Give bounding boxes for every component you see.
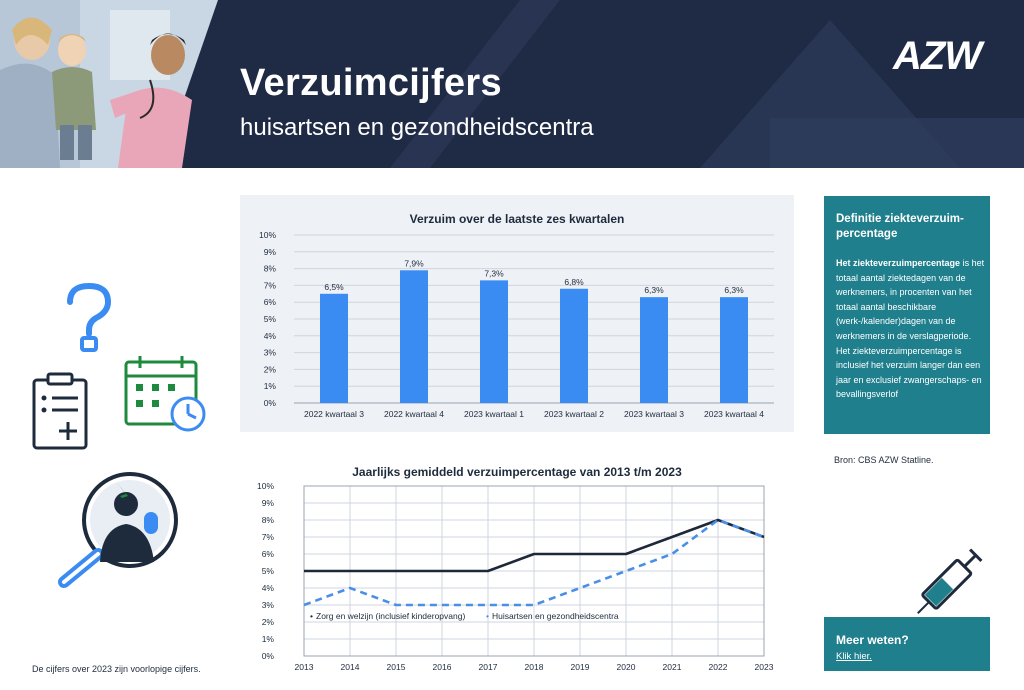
line-x-tick-label: 2013: [295, 662, 314, 672]
line-y-tick-label: 4%: [262, 583, 275, 593]
bar-data-label: 7,9%: [404, 258, 424, 268]
clipboard-icon: [32, 372, 88, 450]
bar-y-tick-label: 7%: [264, 280, 277, 290]
question-mark-icon: [67, 282, 112, 352]
line-chart: Jaarlijks gemiddeld verzuimpercentage va…: [257, 465, 774, 672]
definition-term: Het ziekteverzuimpercentage: [836, 258, 961, 268]
line-y-tick-label: 2%: [262, 617, 275, 627]
line-y-tick-label: 1%: [262, 634, 275, 644]
line-series-2: [303, 518, 765, 607]
bar-y-tick-label: 9%: [264, 247, 277, 257]
more-info-box: Meer weten? Klik hier.: [824, 617, 990, 671]
definition-body: Het ziekteverzuimpercentage is het totaa…: [836, 256, 986, 402]
bar-y-tick-label: 3%: [264, 348, 277, 358]
bar-data-label: 6,3%: [724, 285, 744, 295]
header-banner: Verzuimcijfers huisartsen en gezondheids…: [0, 0, 1024, 168]
bar-chart-title: Verzuim over de laatste zes kwartalen: [410, 212, 625, 226]
bar-y-tick-label: 4%: [264, 331, 277, 341]
line-x-tick-label: 2016: [433, 662, 452, 672]
legend-label-1: Zorg en welzijn (inclusief kinderopvang): [316, 611, 465, 621]
legend-marker-1: •: [310, 611, 313, 621]
bar-data-label: 6,8%: [564, 277, 584, 287]
more-info-title: Meer weten?: [836, 633, 909, 647]
line-series-1: [304, 518, 765, 573]
bar-data-label: 6,3%: [644, 285, 664, 295]
bar: [640, 297, 668, 403]
line-x-tick-label: 2020: [617, 662, 636, 672]
bar-x-tick-label: 2023 kwartaal 4: [704, 409, 764, 419]
calendar-clock-icon: [124, 356, 206, 432]
more-info-link[interactable]: Klik hier.: [836, 651, 872, 662]
line-x-tick-label: 2015: [387, 662, 406, 672]
line-x-tick-label: 2014: [341, 662, 360, 672]
bar: [480, 280, 508, 403]
bar-x-tick-label: 2022 kwartaal 3: [304, 409, 364, 419]
line-y-tick-label: 10%: [257, 481, 274, 491]
line-chart-panel: Jaarlijks gemiddeld verzuimpercentage va…: [240, 460, 794, 685]
bar-data-label: 7,3%: [484, 268, 504, 278]
bar-x-tick-label: 2022 kwartaal 4: [384, 409, 444, 419]
page-subtitle: huisartsen en gezondheidscentra: [240, 114, 594, 141]
source-note: Bron: CBS AZW Statline.: [834, 455, 934, 465]
line-x-tick-label: 2017: [479, 662, 498, 672]
bar: [720, 297, 748, 403]
magnifier-person-icon: [58, 472, 178, 588]
bar-data-label: 6,5%: [324, 282, 344, 292]
bar-y-tick-label: 2%: [264, 364, 277, 374]
bar-y-tick-label: 5%: [264, 314, 277, 324]
page-title: Verzuimcijfers: [240, 62, 502, 104]
line-x-tick-label: 2022: [709, 662, 728, 672]
bar-x-tick-label: 2023 kwartaal 1: [464, 409, 524, 419]
header-decoration: [390, 0, 1024, 168]
bar-y-tick-label: 10%: [259, 230, 276, 240]
bar: [400, 270, 428, 403]
line-y-tick-label: 6%: [262, 549, 275, 559]
bar-y-tick-label: 8%: [264, 264, 277, 274]
line-y-tick-label: 3%: [262, 600, 275, 610]
bar-chart: Verzuim over de laatste zes kwartalen 0% 1…: [259, 212, 774, 419]
definition-box: Definitie ziekteverzuim-percentage Het z…: [824, 196, 990, 434]
azw-logo: AZW: [893, 34, 982, 78]
bar-y-tick-label: 6%: [264, 297, 277, 307]
bar-y-tick-label: 0%: [264, 398, 277, 408]
bar-chart-panel: Verzuim over de laatste zes kwartalen 0% 1…: [240, 195, 794, 432]
bar: [320, 293, 348, 403]
definition-title: Definitie ziekteverzuim-percentage: [836, 213, 964, 240]
bar: [560, 288, 588, 403]
doctor-photo: [0, 0, 218, 168]
bar-x-tick-label: 2023 kwartaal 3: [624, 409, 684, 419]
line-x-tick-label: 2018: [525, 662, 544, 672]
line-x-tick-label: 2023: [755, 662, 774, 672]
line-x-tick-label: 2019: [571, 662, 590, 672]
bar-y-tick-label: 1%: [264, 381, 277, 391]
definition-text: is het totaal aantal ziektedagen van de …: [836, 258, 985, 400]
line-x-tick-label: 2021: [663, 662, 682, 672]
syringe-icon: [917, 548, 983, 614]
line-y-tick-label: 7%: [262, 532, 275, 542]
line-chart-title: Jaarlijks gemiddeld verzuimpercentage va…: [352, 465, 682, 479]
bar-x-tick-label: 2023 kwartaal 2: [544, 409, 604, 419]
line-y-tick-label: 9%: [262, 498, 275, 508]
line-y-tick-label: 5%: [262, 566, 275, 576]
legend-marker-2: •: [486, 611, 489, 621]
line-y-tick-label: 0%: [262, 651, 275, 661]
line-y-tick-label: 8%: [262, 515, 275, 525]
footnote: De cijfers over 2023 zijn voorlopige cij…: [32, 664, 201, 674]
legend-label-2: Huisartsen en gezondheidscentra: [492, 611, 619, 621]
